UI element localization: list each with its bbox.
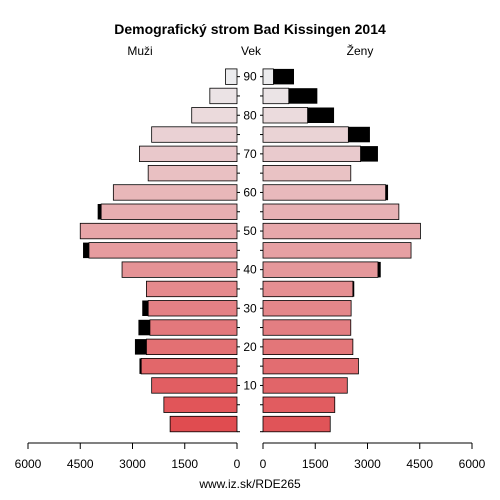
female-excess-80-84 — [307, 107, 335, 123]
male-excess-45-49 — [83, 242, 89, 259]
male-bar-50-54 — [79, 222, 238, 240]
male-bar-5-9 — [163, 396, 238, 413]
male-bar-35-39 — [146, 280, 238, 298]
male-bar-85-89 — [209, 87, 238, 105]
male-bar-80-84 — [191, 107, 238, 124]
age-tick-label: 40 — [243, 263, 257, 277]
female-bar-65-69 — [262, 164, 352, 182]
female-excess-35-39 — [352, 281, 355, 297]
female-excess-90+ — [273, 68, 295, 85]
x-tick-label-left: 0 — [234, 457, 241, 471]
female-bar-85-89 — [262, 87, 290, 105]
footer-source: www.iz.sk/RDE265 — [198, 477, 301, 491]
female-bar-35-39 — [262, 280, 354, 298]
male-bar-70-74 — [139, 145, 238, 163]
male-excess-55-59 — [97, 204, 102, 220]
x-tick-label-left: 1500 — [171, 457, 198, 471]
x-tick-label-right: 1500 — [302, 457, 329, 471]
age-axis-label: Vek — [241, 44, 262, 58]
female-excess-60-64 — [385, 184, 389, 201]
female-bar-70-74 — [262, 145, 361, 163]
male-bar-90+ — [225, 68, 238, 85]
male-bar-25-29 — [149, 319, 238, 336]
female-bar-55-59 — [262, 203, 400, 220]
female-bar-15-19 — [262, 357, 359, 375]
age-tick-label: 70 — [243, 147, 257, 161]
male-bar-65-69 — [147, 164, 238, 182]
male-bar-0-4 — [169, 415, 238, 433]
male-excess-15-19 — [139, 358, 142, 374]
male-excess-20-24 — [134, 339, 147, 355]
age-tick-label: 30 — [243, 301, 257, 315]
female-bar-30-34 — [262, 300, 352, 317]
x-tick-label-right: 4500 — [406, 457, 433, 471]
x-tick-label-left: 6000 — [15, 457, 42, 471]
female-bar-5-9 — [262, 396, 336, 413]
female-bar-0-4 — [262, 415, 331, 433]
age-axis: 10 20 30 40 50 60 70 80 90 — [237, 70, 263, 433]
male-bar-75-79 — [151, 126, 238, 143]
female-excess-70-74 — [360, 146, 378, 162]
male-bar-15-19 — [140, 357, 238, 375]
male-bar-20-24 — [146, 338, 238, 356]
x-axis: 6000 0 4500 1500 3000 3000 1500 4500 0 6000 — [15, 442, 486, 471]
female-bar-50-54 — [262, 222, 421, 240]
bars-group — [79, 68, 421, 433]
age-tick-label: 20 — [243, 340, 257, 354]
male-label: Muži — [127, 44, 152, 58]
female-bar-40-44 — [262, 261, 379, 278]
female-excess-75-79 — [348, 126, 370, 143]
male-bar-40-44 — [121, 261, 238, 278]
age-tick-label: 80 — [243, 108, 257, 122]
age-tick-label: 10 — [243, 378, 257, 392]
age-tick-label: 50 — [243, 224, 257, 238]
male-excess-25-29 — [138, 319, 150, 336]
male-excess-30-34 — [142, 300, 149, 316]
male-bar-10-14 — [151, 377, 238, 394]
x-tick-label-left: 3000 — [119, 457, 146, 471]
male-bar-55-59 — [100, 203, 238, 220]
chart-title: Demografický strom Bad Kissingen 2014 — [114, 21, 386, 37]
male-bar-45-49 — [88, 242, 238, 259]
female-bar-75-79 — [262, 126, 349, 143]
male-bar-30-34 — [147, 300, 238, 317]
female-label: Ženy — [347, 43, 374, 58]
female-bar-10-14 — [262, 377, 348, 394]
age-tick-label: 60 — [243, 185, 257, 199]
female-bar-25-29 — [262, 319, 352, 336]
female-excess-40-44 — [377, 261, 381, 278]
female-excess-85-89 — [288, 88, 318, 104]
female-bar-80-84 — [262, 107, 308, 124]
x-tick-label-right: 6000 — [459, 457, 486, 471]
age-tick-label: 90 — [243, 70, 257, 84]
female-bar-45-49 — [262, 242, 412, 259]
female-bar-90+ — [262, 68, 274, 85]
x-tick-label-left: 4500 — [67, 457, 94, 471]
x-tick-label-right: 3000 — [354, 457, 381, 471]
male-bar-60-64 — [112, 184, 238, 201]
female-bar-60-64 — [262, 184, 387, 201]
x-tick-label-right: 0 — [260, 457, 267, 471]
female-bar-20-24 — [262, 338, 354, 356]
